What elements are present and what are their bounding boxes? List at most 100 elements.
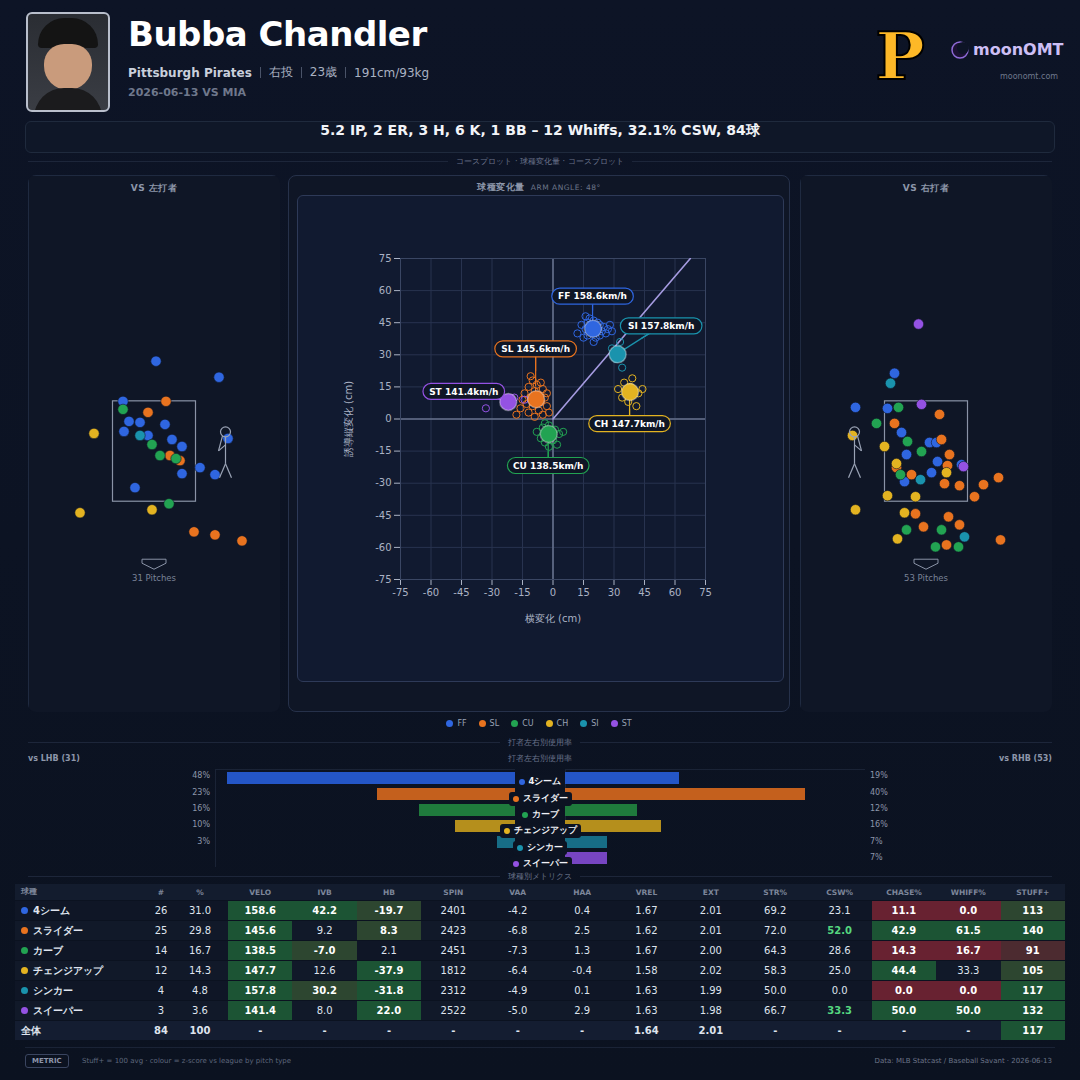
svg-text:CU 138.5km/h: CU 138.5km/h xyxy=(513,461,584,471)
html-text:カーブ: カーブ xyxy=(33,944,63,956)
html-text:チェンジアップ: チェンジアップ xyxy=(513,825,577,836)
svg-text:-45: -45 xyxy=(375,510,391,521)
html-text:140: 140 xyxy=(1022,925,1044,936)
html-text:0.4: 0.4 xyxy=(574,905,590,916)
html-text:52.0: 52.0 xyxy=(827,925,852,936)
html-text:4シーム: 4シーム xyxy=(33,904,70,916)
html-text:42.9: 42.9 xyxy=(891,925,917,936)
svg-text:30: 30 xyxy=(608,587,621,598)
html-text:14: 14 xyxy=(154,945,168,956)
svg-text:45: 45 xyxy=(638,587,651,598)
html-text:2026-06-13 VS MIA: 2026-06-13 VS MIA xyxy=(128,86,246,99)
html-text:-4.2: -4.2 xyxy=(507,905,528,916)
html-text:145.6: 145.6 xyxy=(244,925,276,936)
svg-text:-30: -30 xyxy=(484,587,500,598)
html-text:-6.8: -6.8 xyxy=(507,925,528,936)
html-text:28.6: 28.6 xyxy=(828,945,851,956)
html-text:1.67: 1.67 xyxy=(635,945,658,956)
html-text:カーブ: カーブ xyxy=(531,808,559,819)
svg-text:-60: -60 xyxy=(375,542,391,553)
svg-text:53 Pitches: 53 Pitches xyxy=(904,573,948,583)
html-text:11.1: 11.1 xyxy=(891,905,917,916)
html-text:23歳: 23歳 xyxy=(309,65,338,79)
svg-text:-75: -75 xyxy=(375,574,391,585)
svg-text:15: 15 xyxy=(577,587,590,598)
svg-text:ST 141.4km/h: ST 141.4km/h xyxy=(429,387,498,397)
html-text:1.3: 1.3 xyxy=(574,945,590,956)
svg-text:-30: -30 xyxy=(375,477,391,488)
html-text:チェンジアップ: チェンジアップ xyxy=(33,964,103,976)
svg-text:75: 75 xyxy=(379,253,392,264)
svg-text:60: 60 xyxy=(379,285,392,296)
html-text:61.5: 61.5 xyxy=(956,925,981,936)
html-text:2.01: 2.01 xyxy=(699,905,722,916)
html-text:-7.0: -7.0 xyxy=(313,945,336,956)
html-text:スライダー: スライダー xyxy=(33,924,83,936)
html-text:2423: 2423 xyxy=(440,925,466,936)
html-text:91: 91 xyxy=(1025,945,1040,956)
html-text:23.1: 23.1 xyxy=(828,905,851,916)
html-text:16.7: 16.7 xyxy=(956,945,981,956)
html-text:26: 26 xyxy=(154,905,168,916)
html-text:64.3: 64.3 xyxy=(764,945,787,956)
html-text:P: P xyxy=(875,17,925,95)
html-text:0.0: 0.0 xyxy=(959,905,978,916)
html-text:69.2: 69.2 xyxy=(764,905,787,916)
html-text:スイーパー: スイーパー xyxy=(522,857,568,868)
html-text:158.6: 158.6 xyxy=(244,905,276,916)
svg-text:-15: -15 xyxy=(375,445,391,456)
html-text:31.0: 31.0 xyxy=(188,905,212,916)
html-text:Pittsburgh Pirates: Pittsburgh Pirates xyxy=(128,65,252,80)
html-text:113: 113 xyxy=(1022,905,1044,916)
svg-text:-75: -75 xyxy=(392,587,408,598)
html-text:191cm/93kg: 191cm/93kg xyxy=(354,65,430,80)
svg-text:30: 30 xyxy=(379,349,392,360)
svg-text:FF 158.6km/h: FF 158.6km/h xyxy=(558,291,627,301)
html-text:moonOMT: moonOMT xyxy=(973,40,1064,59)
html-text:スライダー: スライダー xyxy=(522,792,568,803)
html-text:5.2 IP, 2 ER, 3 H, 6 K, 1 BB –: 5.2 IP, 2 ER, 3 H, 6 K, 1 BB – 12 Whiffs… xyxy=(320,122,760,138)
html-text:25: 25 xyxy=(154,925,168,936)
svg-text:15: 15 xyxy=(379,381,392,392)
svg-text:45: 45 xyxy=(379,317,392,328)
svg-text:誘導縦変化 (cm): 誘導縦変化 (cm) xyxy=(343,381,354,457)
html-text:9.2: 9.2 xyxy=(316,925,333,936)
html-text:2.1: 2.1 xyxy=(381,945,397,956)
html-text:2451: 2451 xyxy=(440,945,466,956)
html-text:-7.3: -7.3 xyxy=(507,945,528,956)
svg-text:0: 0 xyxy=(550,587,556,598)
html-text:シンカー: シンカー xyxy=(527,841,563,852)
svg-text:31 Pitches: 31 Pitches xyxy=(132,573,176,583)
html-text:4シーム: 4シーム xyxy=(528,776,562,787)
html-text:2401: 2401 xyxy=(440,905,466,916)
html-text:スイーパー: スイーパー xyxy=(33,1004,83,1016)
svg-text:0: 0 xyxy=(385,413,391,424)
html-text:全体: 全体 xyxy=(21,1024,41,1036)
html-text:右投: 右投 xyxy=(268,65,293,79)
html-text:8.3: 8.3 xyxy=(380,925,398,936)
html-text:16.7: 16.7 xyxy=(188,945,212,956)
html-text:12: 12 xyxy=(154,965,168,976)
svg-text:SI 157.8km/h: SI 157.8km/h xyxy=(628,321,695,331)
html-text:29.8: 29.8 xyxy=(188,925,212,936)
svg-text:-15: -15 xyxy=(514,587,530,598)
svg-text:横変化 (cm): 横変化 (cm) xyxy=(525,613,581,624)
html-text:14.3: 14.3 xyxy=(891,945,917,956)
html-text:2.00: 2.00 xyxy=(699,945,722,956)
svg-text:CH 147.7km/h: CH 147.7km/h xyxy=(594,419,665,429)
html-text:1.67: 1.67 xyxy=(635,905,658,916)
svg-text:-45: -45 xyxy=(453,587,469,598)
html-text:1.62: 1.62 xyxy=(635,925,658,936)
html-text:Bubba Chandler: Bubba Chandler xyxy=(128,14,427,54)
html-text:-19.7: -19.7 xyxy=(374,905,404,916)
svg-text:75: 75 xyxy=(699,587,712,598)
svg-text:60: 60 xyxy=(669,587,682,598)
svg-text:-60: -60 xyxy=(423,587,439,598)
html-text:シンカー: シンカー xyxy=(33,984,73,996)
html-text:2.5: 2.5 xyxy=(574,925,590,936)
html-text:42.2: 42.2 xyxy=(312,905,337,916)
svg-text:SL 145.6km/h: SL 145.6km/h xyxy=(501,344,570,354)
html-text:2.01: 2.01 xyxy=(699,925,722,936)
html-text:72.0: 72.0 xyxy=(764,925,787,936)
html-text:138.5: 138.5 xyxy=(244,945,276,956)
